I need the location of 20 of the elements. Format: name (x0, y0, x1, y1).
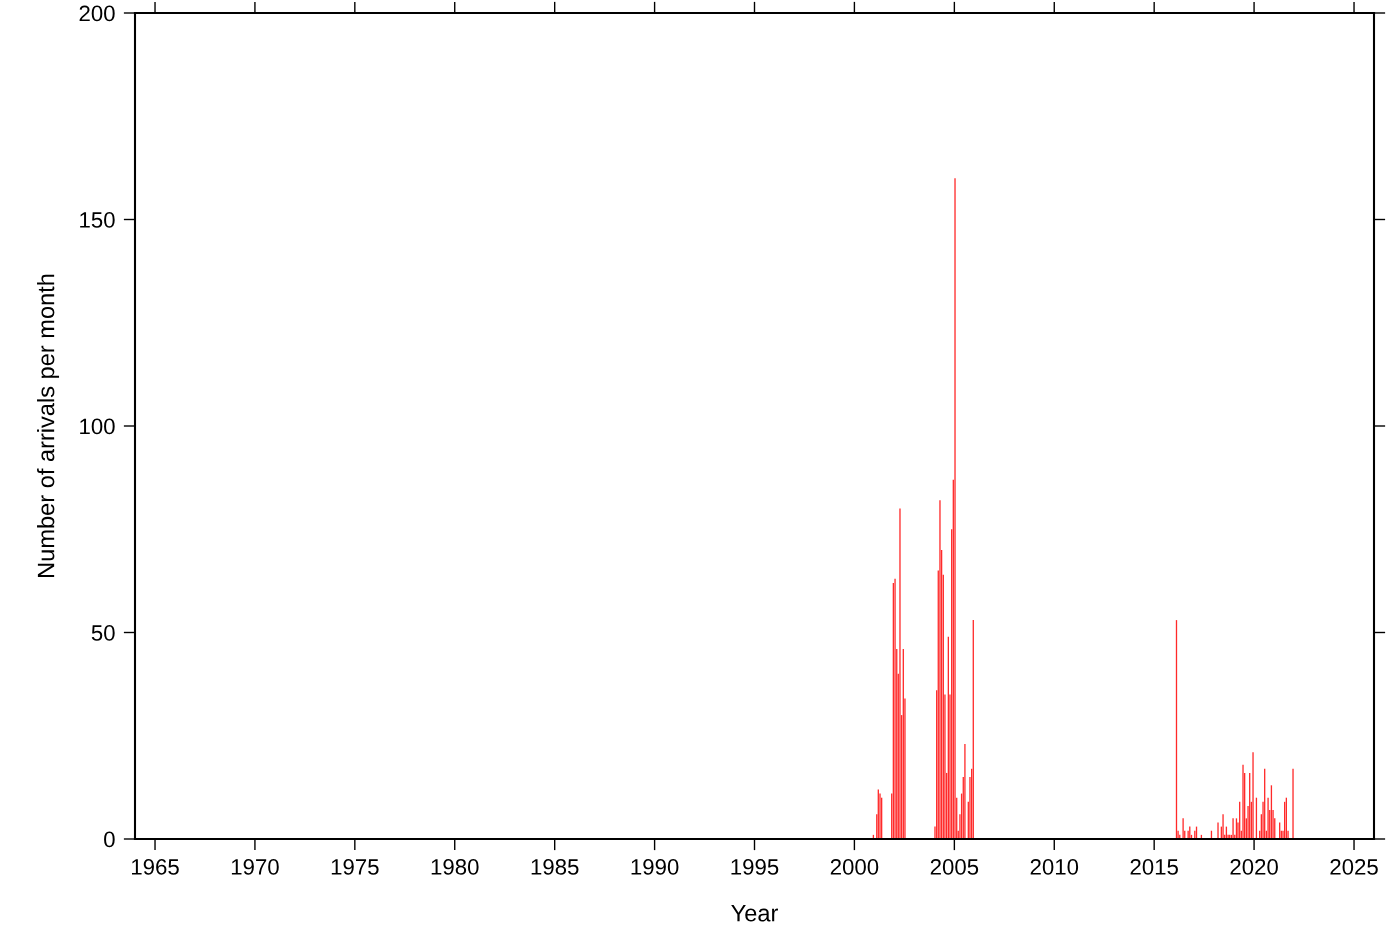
x-tick-label: 1985 (531, 859, 579, 875)
x-tick-label: 1995 (731, 859, 779, 875)
x-axis-title: Year (731, 905, 778, 922)
x-tick-label: 1975 (331, 859, 379, 875)
x-tick-label: 2010 (1030, 859, 1079, 875)
y-tick-label: 100 (80, 418, 115, 435)
x-tick-label: 1970 (231, 859, 279, 875)
x-tick-label: 2000 (830, 859, 879, 875)
x-tick-label: 2025 (1330, 859, 1378, 875)
y-tick-label: 0 (104, 831, 115, 848)
y-tick-label: 50 (91, 625, 115, 641)
x-tick-label: 1990 (631, 859, 679, 875)
x-tick-label: 2020 (1230, 859, 1278, 875)
x-tick-label: 1980 (431, 859, 479, 875)
x-tick-label: 2005 (930, 859, 979, 875)
y-tick-label: 150 (80, 212, 115, 228)
x-tick-label: 2015 (1130, 859, 1178, 875)
y-tick-label: 200 (79, 5, 115, 22)
x-tick-label: 1965 (132, 859, 179, 875)
y-axis-title: Number of arrivals per month (37, 274, 60, 577)
